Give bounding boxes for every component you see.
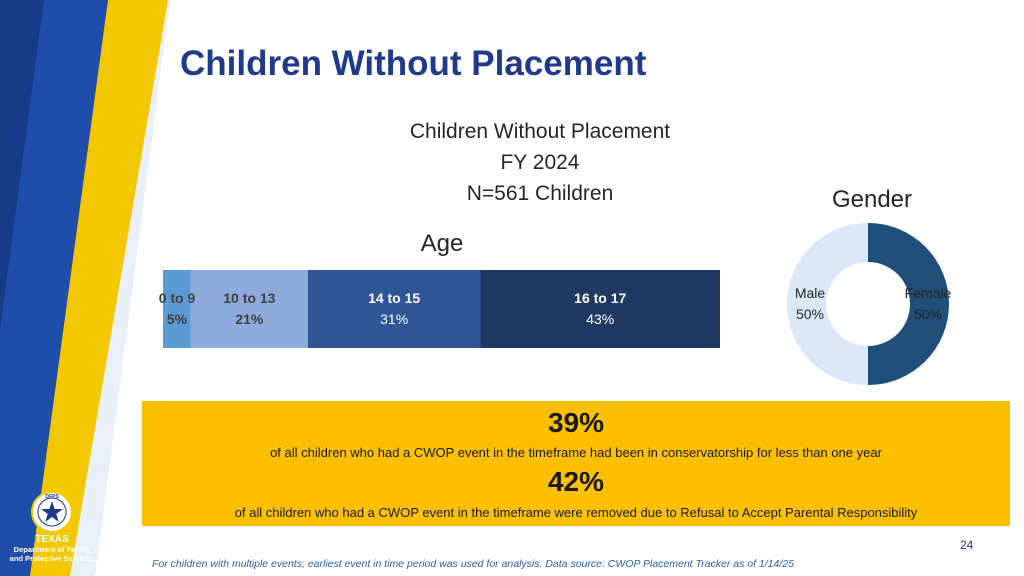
age-segment-label-4: 16 to 17 43% [480, 288, 720, 330]
stat-text-refusal: of all children who had a CWOP event in … [234, 505, 918, 520]
dfps-logo: DFPS TEXAS Department of Family and Prot… [8, 490, 96, 563]
donut-category-label: Male [794, 285, 826, 301]
age-bar-segment-4 [480, 270, 720, 348]
age-segment-label-3: 14 to 15 31% [308, 288, 481, 330]
age-chart-label: Age [420, 230, 464, 257]
age-segment-label-1: 0 to 9 5% [147, 288, 207, 330]
texas-seal-icon: DFPS [31, 491, 73, 533]
age-value-label: 5% [166, 311, 188, 327]
stat-text-conservatorship: of all children who had a CWOP event in … [270, 445, 882, 460]
age-segment-label-2: 10 to 13 21% [191, 288, 308, 330]
age-value-label: 31% [380, 311, 409, 327]
donut-label-female: Female 50% [890, 283, 966, 325]
slide-title: Children Without Placement [180, 44, 647, 83]
donut-label-male: Male 50% [772, 283, 848, 325]
chart-subtitle-fy: FY 2024 [500, 151, 580, 174]
age-category-label: 16 to 17 [574, 290, 627, 306]
donut-slice-male [787, 223, 868, 385]
age-bar-segment-2 [190, 270, 308, 348]
page-number: 24 [960, 538, 974, 552]
footnote: For children with multiple events, earli… [152, 558, 794, 570]
age-value-label: 43% [586, 311, 615, 327]
chart-title: Children Without Placement [409, 120, 671, 143]
age-category-label: 10 to 13 [223, 290, 276, 306]
logo-line3: and Protective Services [9, 554, 95, 563]
stat-value-refusal: 42% [547, 466, 605, 497]
stat-value-conservatorship: 39% [547, 407, 605, 438]
age-bar-segment-1 [163, 270, 191, 348]
logo-line2: Department of Family [13, 545, 91, 554]
donut-category-label: Female [904, 285, 952, 301]
chart-subtitle-n: N=561 Children [466, 182, 614, 205]
key-stats-band: 39% of all children who had a CWOP event… [142, 401, 1010, 526]
age-category-label: 0 to 9 [158, 290, 196, 306]
donut-slice-female [868, 223, 949, 385]
chart-header: Children Without Placement FY 2024 N=561… [340, 116, 740, 209]
age-value-label: 21% [235, 311, 264, 327]
logo-seal-text: DFPS [45, 494, 59, 500]
age-category-label: 14 to 15 [368, 290, 421, 306]
donut-value-label: 50% [795, 306, 825, 322]
logo-line1: TEXAS [35, 534, 69, 545]
gender-chart-label: Gender [831, 186, 913, 213]
donut-value-label: 50% [913, 306, 943, 322]
age-bar-segment-3 [307, 270, 481, 348]
